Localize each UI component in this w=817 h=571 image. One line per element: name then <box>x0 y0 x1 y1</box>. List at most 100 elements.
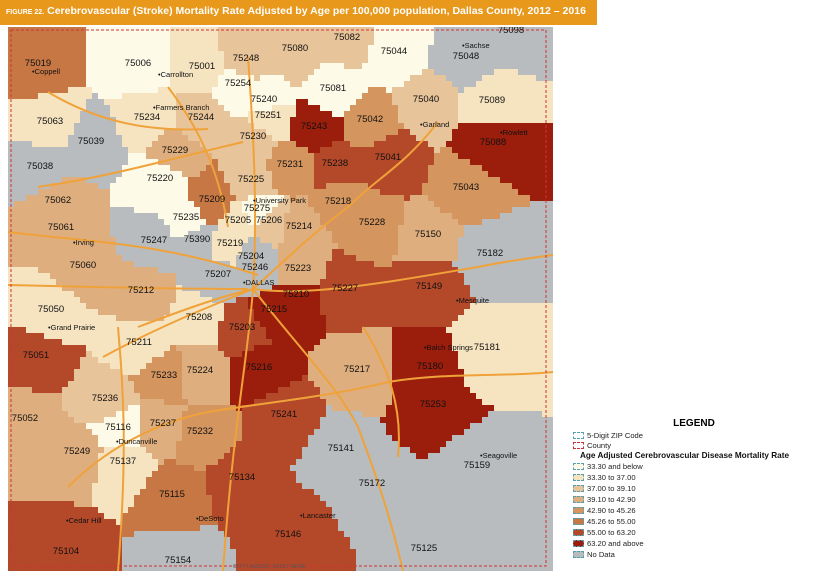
zip-region-cell <box>506 135 513 142</box>
zip-region-cell <box>524 339 531 346</box>
zip-region-cell <box>146 33 153 40</box>
zip-region-cell <box>548 27 553 34</box>
zip-region-cell <box>176 153 183 160</box>
zip-region-cell <box>338 327 345 334</box>
zip-region-cell <box>218 159 225 166</box>
zip-region-cell <box>254 87 261 94</box>
zip-region-cell <box>68 219 75 226</box>
zip-region-cell <box>242 231 249 238</box>
zip-region-cell <box>290 159 297 166</box>
zip-region-cell <box>20 75 27 82</box>
zip-region-cell <box>422 27 429 34</box>
zip-region-cell <box>482 327 489 334</box>
zip-region-cell <box>32 135 39 142</box>
zip-region-cell <box>386 117 393 124</box>
zip-region-cell <box>332 291 339 298</box>
zip-region-cell <box>266 57 273 64</box>
zip-region-cell <box>518 117 525 124</box>
zip-region-cell <box>50 147 57 154</box>
zip-region-cell <box>272 219 279 226</box>
zip-region-cell <box>260 207 267 214</box>
zip-region-cell <box>410 33 417 40</box>
zip-region-cell <box>110 39 117 46</box>
zip-region-cell <box>482 261 489 268</box>
zip-region-cell <box>422 105 429 112</box>
zip-region-cell <box>56 267 63 274</box>
zip-region-cell <box>92 147 99 154</box>
zip-region-cell <box>116 111 123 118</box>
zip-region-cell <box>152 201 159 208</box>
zip-region-cell <box>416 147 423 154</box>
zip-region-cell <box>188 237 195 244</box>
zip-region-cell <box>404 201 411 208</box>
zip-region-cell <box>146 213 153 220</box>
zip-region-cell <box>248 81 255 88</box>
zip-region-cell <box>32 213 39 220</box>
zip-region-cell <box>44 171 51 178</box>
zip-region-cell <box>380 111 387 118</box>
zip-region-cell <box>26 39 33 46</box>
zip-region-cell <box>56 321 63 328</box>
zip-region-cell <box>470 261 477 268</box>
zip-region-cell <box>338 159 345 166</box>
zip-region-cell <box>56 141 63 148</box>
zip-region-cell <box>92 273 99 280</box>
zip-region-cell <box>524 39 531 46</box>
zip-region-cell <box>26 87 33 94</box>
zip-region-cell <box>524 171 531 178</box>
zip-region-cell <box>212 39 219 46</box>
zip-region-cell <box>380 243 387 250</box>
zip-region-cell <box>536 105 543 112</box>
zip-region-cell <box>170 159 177 166</box>
zip-region-cell <box>110 213 117 220</box>
zip-region-cell <box>476 153 483 160</box>
zip-region-cell <box>266 33 273 40</box>
zip-region-cell <box>158 153 165 160</box>
zip-region-cell <box>320 111 327 118</box>
zip-region-cell <box>266 207 273 214</box>
zip-region-cell <box>68 267 75 274</box>
zip-region-cell <box>488 33 495 40</box>
zip-region-cell <box>386 111 393 118</box>
zip-region-cell <box>332 195 339 202</box>
zip-region-cell <box>434 87 441 94</box>
zip-region-cell <box>452 315 459 322</box>
zip-region-cell <box>218 99 225 106</box>
zip-region-cell <box>212 159 219 166</box>
zip-region-cell <box>212 333 219 340</box>
zip-region-cell <box>224 93 231 100</box>
zip-region-cell <box>278 165 285 172</box>
zip-region-cell <box>464 105 471 112</box>
zip-region-cell <box>110 195 117 202</box>
zip-region-cell <box>86 147 93 154</box>
zip-region-cell <box>218 339 225 346</box>
zip-region-cell <box>512 255 519 262</box>
zip-region-cell <box>236 297 243 304</box>
zip-region-cell <box>500 111 507 118</box>
zip-region-cell <box>494 333 501 340</box>
zip-region-cell <box>476 189 483 196</box>
zip-region-cell <box>20 87 27 94</box>
zip-region-cell <box>416 123 423 130</box>
zip-region-cell <box>470 81 477 88</box>
zip-region-cell <box>74 153 81 160</box>
zip-region-cell <box>518 285 525 292</box>
zip-region-cell <box>458 279 465 286</box>
zip-region-cell <box>452 183 459 190</box>
zip-region-cell <box>350 231 357 238</box>
zip-region-cell <box>176 189 183 196</box>
zip-region-cell <box>524 69 531 76</box>
zip-region-cell <box>284 51 291 58</box>
zip-region-cell <box>260 33 267 40</box>
zip-region-cell <box>482 279 489 286</box>
zip-region-cell <box>536 87 543 94</box>
zip-region-cell <box>470 339 477 346</box>
zip-region-cell <box>410 285 417 292</box>
zip-region-cell <box>242 153 249 160</box>
choropleth-map[interactable]: 75019 75006 75001 75248 75080 75082 75044 75098… <box>8 27 553 571</box>
zip-region-cell <box>236 279 243 286</box>
zip-region-cell <box>542 27 549 34</box>
zip-region-cell <box>86 327 93 334</box>
zip-region-cell <box>230 87 237 94</box>
zip-region-cell <box>74 231 81 238</box>
